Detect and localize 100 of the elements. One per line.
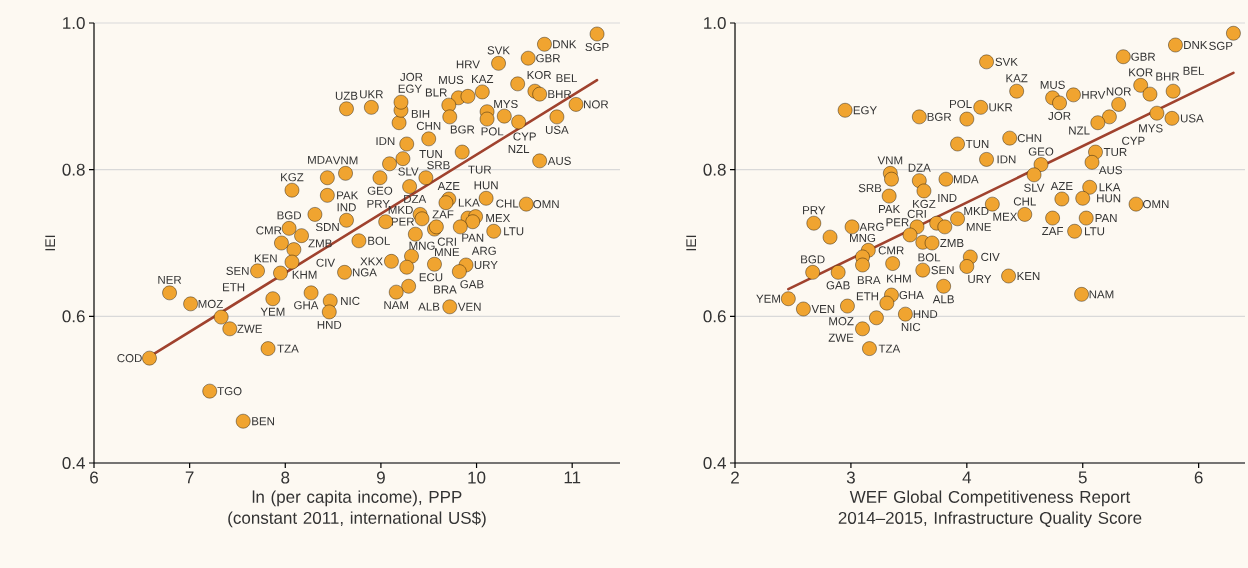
data-label: SLV xyxy=(398,167,419,176)
data-label: ZAF xyxy=(432,210,454,219)
data-label: UKR xyxy=(360,90,383,99)
data-label: KHM xyxy=(887,274,911,283)
data-label: MNG xyxy=(409,241,435,250)
data-label: MYS xyxy=(1139,124,1163,133)
data-label: PER xyxy=(886,218,909,227)
data-label: GEO xyxy=(1028,147,1054,156)
data-label: CRI xyxy=(437,237,456,246)
data-label: KAZ xyxy=(472,75,494,83)
data-label: PAN xyxy=(462,233,484,242)
data-label: MUS xyxy=(439,75,464,84)
data-label: BHR xyxy=(1156,72,1180,81)
data-label: KEN xyxy=(254,254,277,263)
data-label: TZA xyxy=(277,344,299,353)
y-tick-label: 0.8 xyxy=(62,163,85,176)
y-tick-label: 1.0 xyxy=(704,16,726,30)
data-label: NAM xyxy=(1089,290,1114,299)
data-label: BEL xyxy=(556,74,577,83)
data-label: AZE xyxy=(1050,182,1073,190)
data-label: OMN xyxy=(1143,200,1169,209)
data-label: UZB xyxy=(335,91,358,100)
y-tick-label: 0.4 xyxy=(62,456,85,470)
data-label: NIC xyxy=(341,296,360,305)
data-label: IND xyxy=(337,203,356,212)
data-label: MKD xyxy=(388,205,413,214)
data-label: JOR xyxy=(400,72,423,81)
data-label: ZAF xyxy=(1042,227,1063,235)
data-label: CRI xyxy=(907,209,926,218)
data-label: BGD xyxy=(277,211,302,220)
data-label: VNM xyxy=(332,156,358,165)
data-label: TZA xyxy=(878,344,901,353)
data-label: SVK xyxy=(995,57,1018,66)
data-label: ALB xyxy=(418,302,440,311)
y-tick-label: 0.6 xyxy=(62,310,85,323)
data-label: SGP xyxy=(585,42,609,52)
data-label: VNM xyxy=(877,156,903,165)
y-tick-label: 0.4 xyxy=(703,456,726,470)
data-label: GBR xyxy=(536,54,560,63)
y-tick-label: 0.8 xyxy=(703,163,726,176)
data-label: TUR xyxy=(468,165,492,174)
data-label: MUS xyxy=(1040,80,1065,89)
y-tick-label: 0.6 xyxy=(703,310,726,323)
data-label: LKA xyxy=(1099,183,1121,192)
data-label: GHA xyxy=(899,291,924,300)
x-axis-title: ln (per capita income), PPP (constant 2011, international US$) xyxy=(228,490,486,528)
data-label: ZMB xyxy=(940,239,964,247)
data-label: URY xyxy=(968,275,992,284)
y-axis-title: IEI xyxy=(686,235,696,251)
data-label: KEN xyxy=(1017,272,1040,280)
data-label: YEM xyxy=(756,294,780,303)
data-label: ARG xyxy=(859,222,884,231)
data-label: SEN xyxy=(226,266,249,275)
data-label: MDA xyxy=(954,175,979,184)
data-label: KGZ xyxy=(281,173,304,182)
data-label: ETH xyxy=(856,292,879,301)
data-label: COD xyxy=(117,354,142,363)
data-label: EGY xyxy=(853,106,877,115)
data-label: TGO xyxy=(217,387,242,396)
data-label: DZA xyxy=(908,163,931,172)
data-label: MDA xyxy=(308,155,333,164)
data-label: NZL xyxy=(508,145,530,153)
data-label: AUS xyxy=(547,156,571,165)
data-label: PAN xyxy=(1095,214,1117,223)
data-label: EGY xyxy=(398,84,422,93)
y-tick-label: 1.0 xyxy=(63,16,85,30)
data-label: KAZ xyxy=(1006,74,1028,83)
data-label: PRY xyxy=(367,199,390,208)
data-label: USA xyxy=(545,125,569,134)
data-label: KOR xyxy=(527,70,552,80)
data-label: HUN xyxy=(1097,194,1121,203)
data-label: TUN xyxy=(419,150,442,159)
data-label: ALB xyxy=(932,295,954,304)
x-tick-label: 4 xyxy=(962,471,972,484)
data-label: BEL xyxy=(1183,66,1205,75)
data-label: BIH xyxy=(411,109,430,118)
data-label: GEO xyxy=(367,186,393,195)
data-label: MEX xyxy=(486,214,511,223)
data-label: POL xyxy=(950,99,972,109)
x-tick-label: 7 xyxy=(185,471,194,484)
data-label: PAK xyxy=(879,205,901,213)
data-label: OMN xyxy=(533,200,559,209)
data-label: HRV xyxy=(456,60,480,69)
data-label: ETH xyxy=(223,283,245,292)
data-label: LTU xyxy=(504,227,524,236)
data-label: SVK xyxy=(487,46,510,55)
data-label: CHN xyxy=(416,121,441,130)
data-label: TUN xyxy=(965,140,989,149)
y-axis-title: IEI xyxy=(45,235,55,251)
data-label: HRV xyxy=(1082,90,1106,99)
data-label: HND xyxy=(317,320,342,329)
data-label: SDN xyxy=(315,222,339,232)
data-label: PRY xyxy=(803,206,826,215)
data-label: CYP xyxy=(513,132,536,141)
x-tick-label: 8 xyxy=(281,471,290,484)
data-label: SRB xyxy=(427,161,450,170)
x-tick-label: 6 xyxy=(1194,471,1203,484)
data-label: CMR xyxy=(256,226,282,235)
x-axis-title: WEF Global Competitiveness Report 2014–2015, Infrastructure Quality Score xyxy=(838,490,1142,528)
data-label: SLV xyxy=(1024,183,1045,192)
